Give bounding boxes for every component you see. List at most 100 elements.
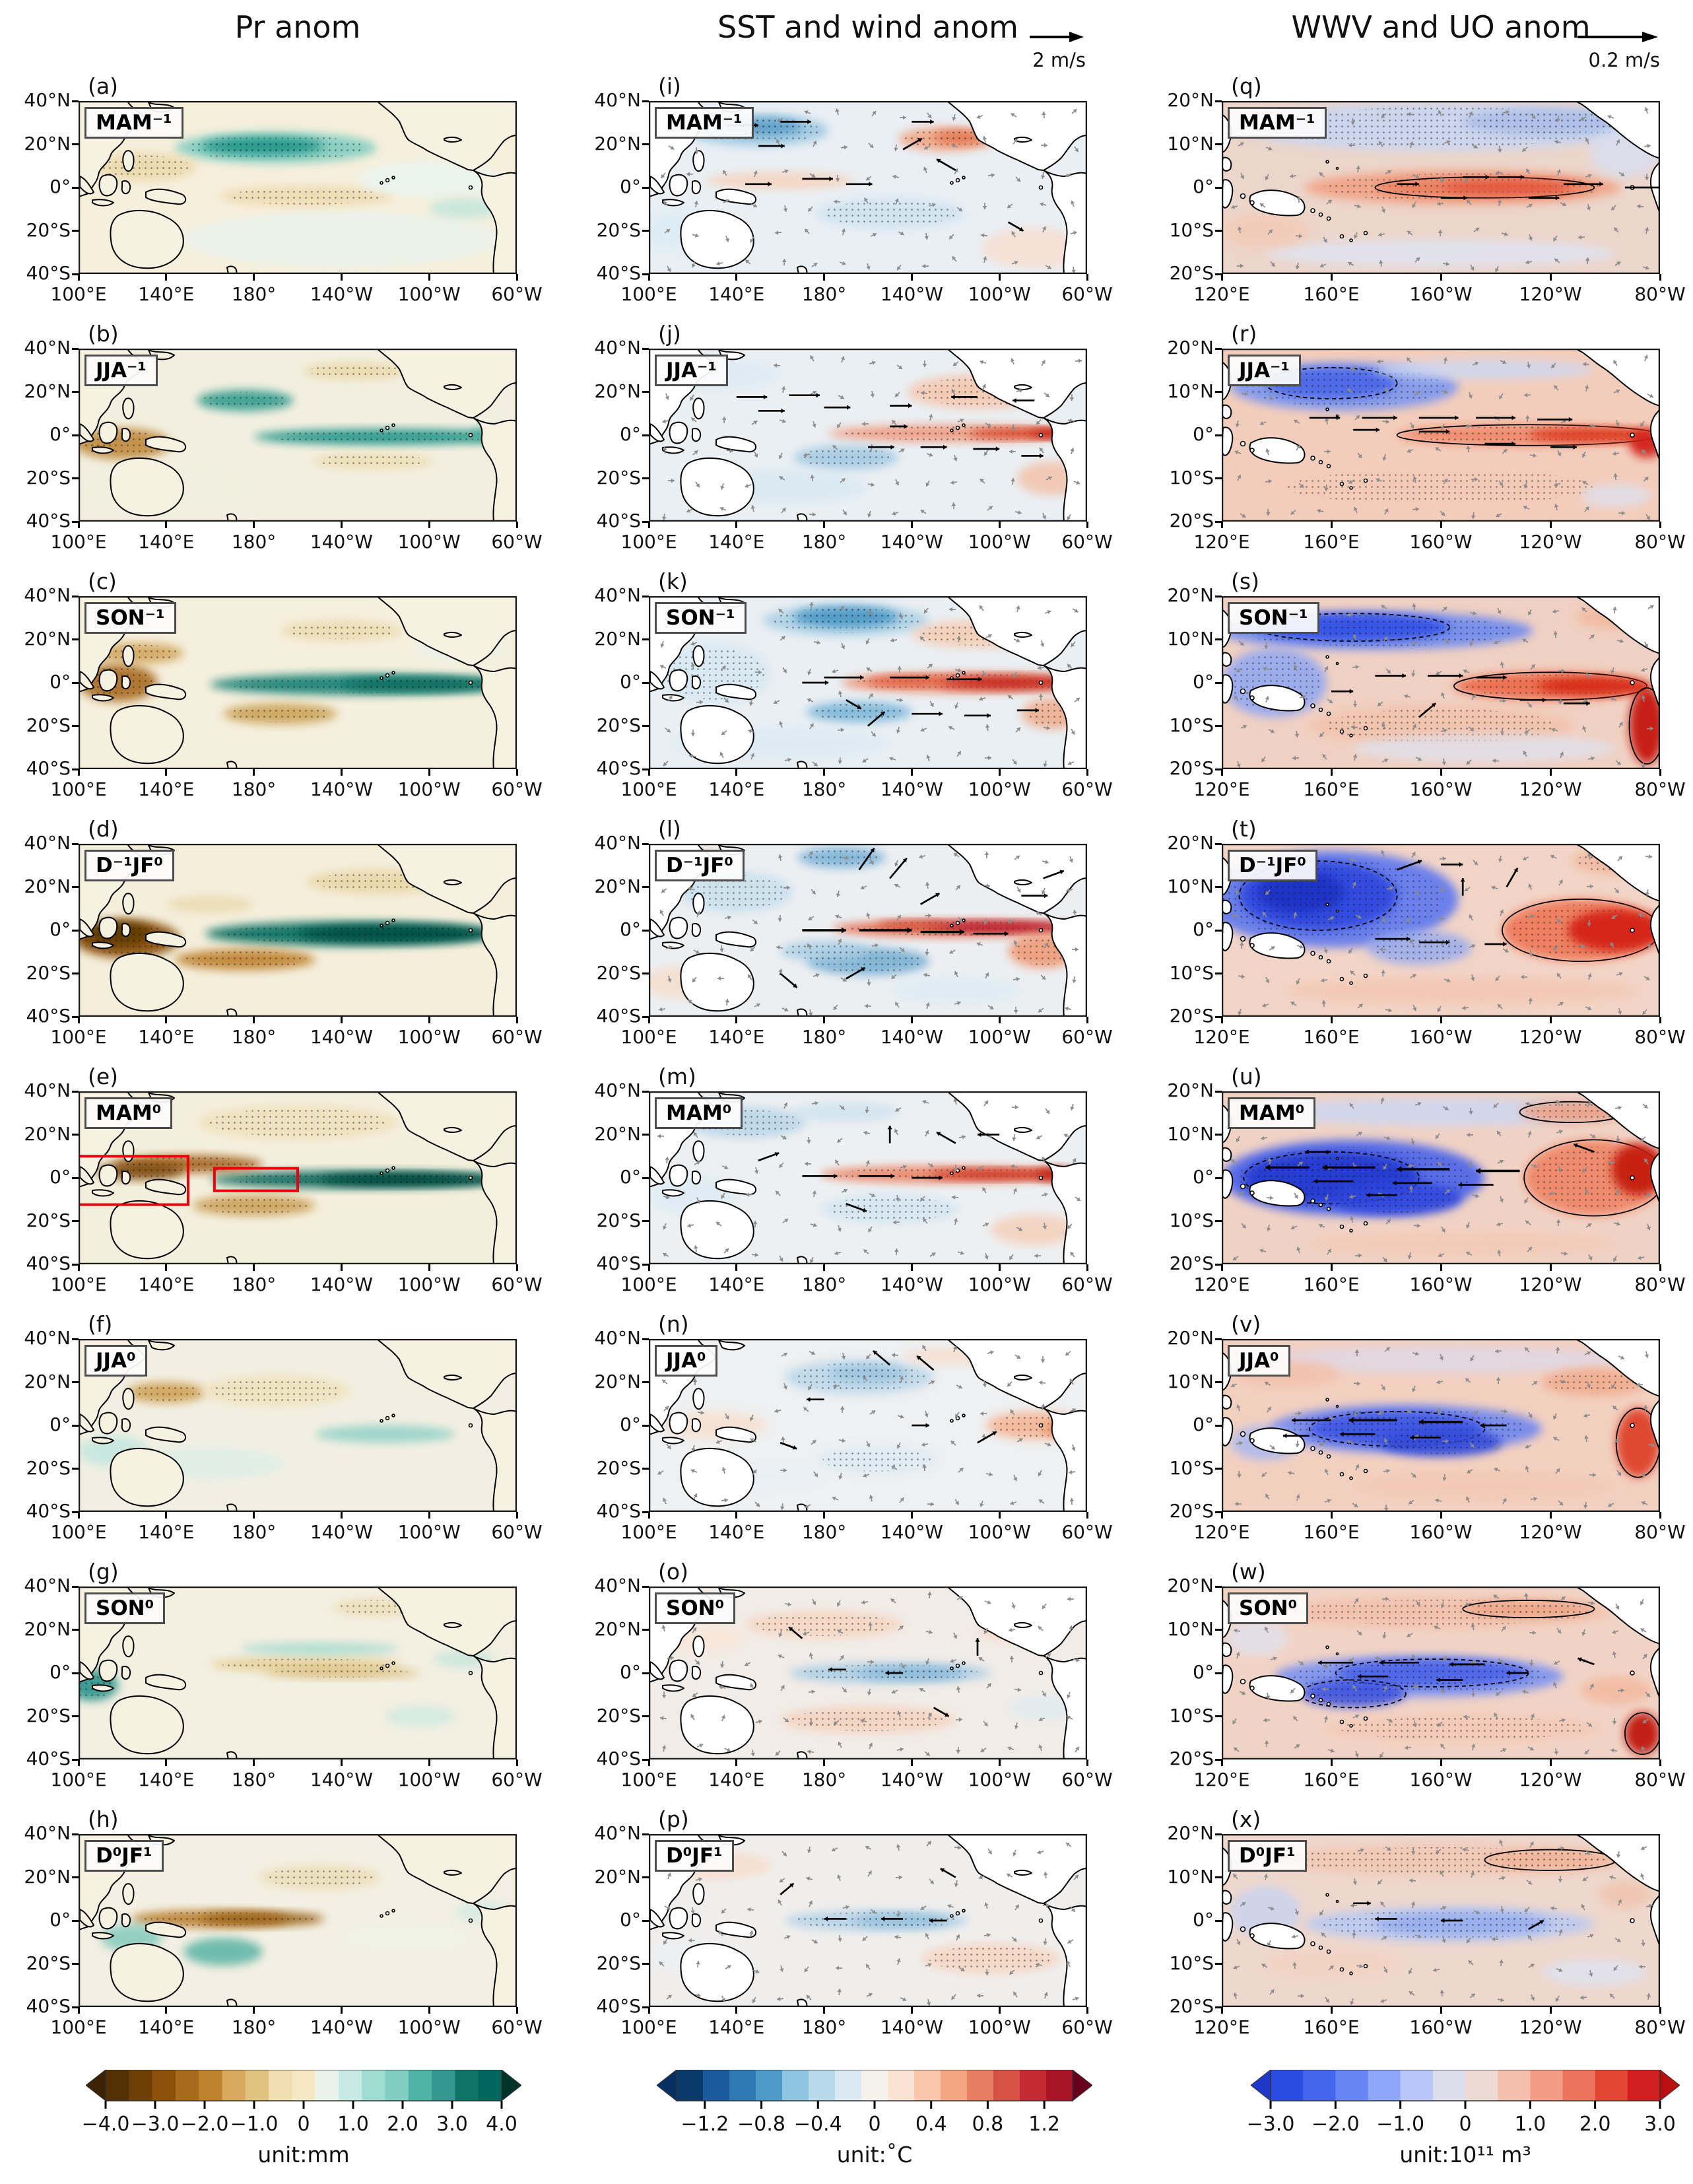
y-tick-label: 20°S — [26, 961, 71, 984]
y-tick-label: 20°N — [594, 1370, 641, 1392]
x-tick-mark — [910, 522, 913, 528]
season-label: JJA⁻¹ — [84, 355, 158, 387]
x-tick-mark — [1549, 1264, 1552, 1271]
y-tick-label: 40°S — [596, 1500, 641, 1522]
x-tick-label: 100°W — [968, 1769, 1031, 1791]
x-tick-mark — [1549, 1512, 1552, 1519]
map-panel-a: (a) MAM⁻¹ 40°N 20°N 0° 20°S 40°S 100°E 140°E 180°… — [24, 73, 542, 305]
y-tick-mark — [1215, 434, 1222, 436]
y-tick-mark — [642, 1876, 649, 1878]
map-svg — [1222, 596, 1660, 769]
y-tick-label: 40°S — [596, 1995, 641, 2017]
x-tick-mark — [910, 274, 913, 281]
y-tick-label: 40°N — [594, 1327, 641, 1349]
panel-letter: (w) — [1231, 1559, 1266, 1585]
x-tick-mark — [1659, 522, 1661, 528]
season-label: D⁻¹JF⁰ — [84, 850, 174, 882]
y-tick-mark — [1215, 1220, 1222, 1222]
y-tick-label: 20°S — [1169, 1995, 1214, 2017]
x-tick-label: 100°W — [397, 778, 461, 800]
x-tick-mark — [1549, 522, 1552, 528]
y-tick-label: 40°N — [24, 1822, 71, 1844]
y-tick-mark — [1215, 1177, 1222, 1179]
y-tick-mark — [72, 143, 79, 145]
y-tick-label: 20°S — [26, 219, 71, 241]
x-tick-mark — [1086, 522, 1088, 528]
season-label: SON⁻¹ — [1228, 602, 1319, 634]
panel-letter: (j) — [658, 321, 681, 347]
y-tick-label: 40°S — [26, 757, 71, 779]
y-tick-label: 20°N — [24, 1122, 71, 1145]
y-tick-mark — [642, 1015, 649, 1018]
y-tick-label: 20°N — [1167, 832, 1214, 854]
x-tick-mark — [77, 1264, 80, 1271]
y-tick-mark — [72, 230, 79, 232]
x-tick-mark — [1330, 274, 1333, 281]
x-tick-mark — [735, 1017, 738, 1023]
y-tick-label: 40°N — [594, 337, 641, 358]
panel-letter: (d) — [88, 816, 119, 842]
x-tick-mark — [998, 1512, 1001, 1519]
y-tick-label: 20°N — [1167, 89, 1214, 111]
y-tick-label: 40°N — [24, 1079, 71, 1101]
x-tick-mark — [1220, 1017, 1223, 1023]
x-tick-label: 180° — [801, 778, 847, 800]
x-tick-label: 140°W — [310, 1769, 373, 1791]
x-tick-label: 160°E — [1303, 1274, 1360, 1295]
y-tick-label: 40°S — [596, 1252, 641, 1274]
x-tick-mark — [998, 769, 1001, 776]
map-panel-n: (n) JJA⁰ 40°N 20°N 0° 20°S 40°S 100°E 140°E 180° 1… — [594, 1311, 1112, 1543]
x-tick-label: 140°E — [708, 283, 765, 305]
y-tick-label: 20°N — [24, 1865, 71, 1888]
y-tick-label: 40°S — [596, 262, 641, 284]
season-label: D⁻¹JF⁰ — [1228, 850, 1317, 882]
y-tick-label: 0° — [620, 423, 641, 445]
season-label: MAM⁻¹ — [1228, 107, 1327, 139]
y-tick-label: 20°S — [1169, 1252, 1214, 1274]
x-tick-mark — [515, 274, 518, 281]
x-tick-label: 120°E — [1193, 778, 1250, 800]
y-tick-mark — [1215, 886, 1222, 888]
x-tick-mark — [735, 1264, 738, 1271]
y-tick-mark — [72, 1263, 79, 1266]
colorbar-tick-label: −0.4 — [793, 2113, 842, 2136]
y-tick-mark — [1215, 1629, 1222, 1631]
map-svg — [649, 1091, 1087, 1264]
y-tick-mark — [1215, 520, 1222, 523]
y-tick-mark — [72, 886, 79, 888]
x-tick-mark — [77, 274, 80, 281]
y-tick-mark — [72, 638, 79, 640]
panel-letter: (q) — [1231, 73, 1262, 99]
x-tick-label: 160°W — [1409, 2016, 1473, 2038]
y-tick-label: 0° — [1193, 1166, 1214, 1188]
y-tick-mark — [72, 1715, 79, 1717]
y-tick-mark — [642, 273, 649, 275]
y-tick-label: 20°N — [24, 1618, 71, 1640]
x-tick-mark — [253, 769, 255, 776]
map-panel-d: (d) D⁻¹JF⁰ 40°N 20°N 0° 20°S 40°S 100°E 140°E 180… — [24, 816, 542, 1048]
x-tick-label: 100°E — [50, 1521, 107, 1543]
x-tick-label: 60°W — [1061, 778, 1113, 800]
y-tick-mark — [72, 725, 79, 727]
y-tick-mark — [72, 2006, 79, 2008]
x-tick-mark — [1220, 1512, 1223, 1519]
y-tick-mark — [72, 595, 79, 597]
y-tick-label: 0° — [50, 176, 71, 197]
y-tick-mark — [642, 768, 649, 770]
x-tick-mark — [647, 1017, 650, 1023]
y-tick-mark — [642, 1090, 649, 1093]
y-tick-label: 10°S — [1169, 466, 1214, 489]
y-tick-label: 40°N — [24, 89, 71, 111]
x-tick-mark — [165, 1017, 168, 1023]
y-tick-mark — [1215, 1338, 1222, 1340]
panel-letter: (p) — [658, 1806, 689, 1832]
y-tick-label: 40°N — [24, 584, 71, 606]
colorbar-tick-label: 2.0 — [1579, 2113, 1611, 2136]
y-tick-label: 0° — [1193, 918, 1214, 940]
x-tick-mark — [1549, 2007, 1552, 2014]
y-tick-label: 10°S — [1169, 1209, 1214, 1231]
x-tick-label: 100°E — [50, 283, 107, 305]
y-tick-mark — [72, 1424, 79, 1427]
y-tick-label: 10°S — [1169, 714, 1214, 736]
x-tick-mark — [910, 1512, 913, 1519]
